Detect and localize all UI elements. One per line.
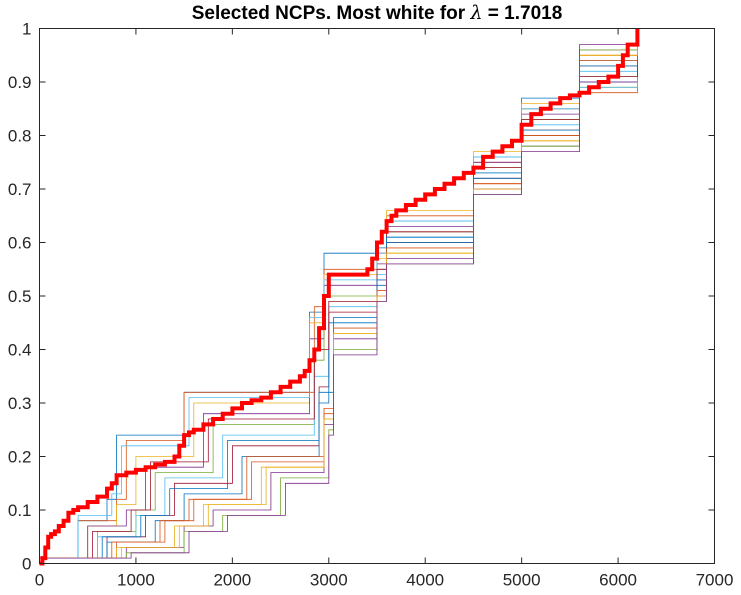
x-tick-label: 3000 bbox=[310, 571, 348, 590]
ncp-series-line bbox=[39, 28, 638, 559]
y-tick-label: 0.2 bbox=[8, 448, 32, 467]
x-tick-label: 6000 bbox=[599, 571, 637, 590]
x-tick-label: 4000 bbox=[406, 571, 444, 590]
x-tick-label: 7000 bbox=[696, 571, 734, 590]
y-tick-label: 0 bbox=[22, 555, 31, 574]
ncp-series-line bbox=[39, 28, 638, 559]
most-white-series-line bbox=[39, 28, 640, 566]
ncp-series-line bbox=[39, 28, 638, 559]
ncp-series-line bbox=[39, 28, 638, 559]
x-tick-label: 0 bbox=[35, 571, 44, 590]
y-tick-label: 0.6 bbox=[8, 234, 32, 253]
y-tick-label: 0.9 bbox=[8, 73, 32, 92]
x-tick-label: 5000 bbox=[503, 571, 541, 590]
y-tick-label: 1 bbox=[22, 20, 31, 39]
highlight-layer bbox=[39, 28, 640, 566]
ncp-series-line bbox=[39, 28, 638, 559]
chart-title: Selected NCPs. Most white for λ = 1.7018 bbox=[192, 2, 563, 24]
x-tick-label: 1000 bbox=[117, 571, 155, 590]
y-tick-label: 0.3 bbox=[8, 394, 32, 413]
y-tick-label: 0.8 bbox=[8, 127, 32, 146]
axis-layer: 0 1000 2000 3000 4000 5000 6000 7000 0 0.1 0.2 0.3 0… bbox=[8, 20, 734, 590]
y-tick-label: 0.7 bbox=[8, 180, 32, 199]
y-tick-label: 0.1 bbox=[8, 501, 32, 520]
y-tick-label: 0.5 bbox=[8, 287, 32, 306]
x-tick-label: 2000 bbox=[213, 571, 251, 590]
y-tick-label: 0.4 bbox=[8, 341, 32, 360]
